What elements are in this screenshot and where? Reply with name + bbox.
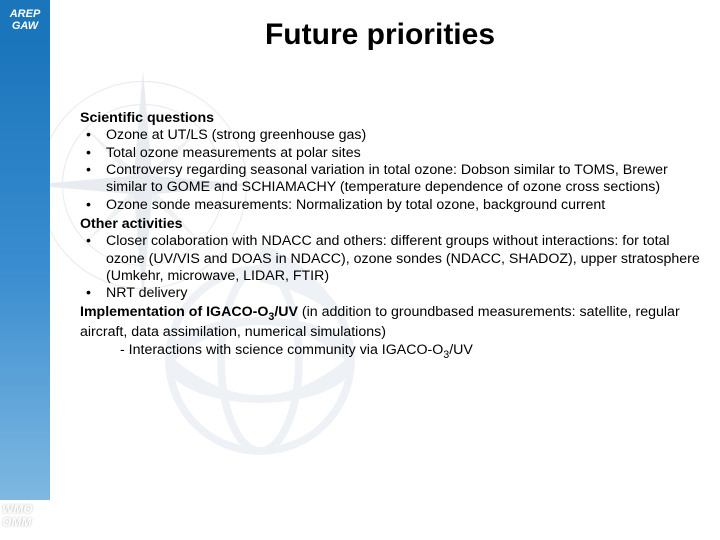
list-item-text: Ozone at UT/LS (strong greenhouse gas) [106,127,700,144]
bullet-icon: • [80,127,106,144]
heading-other: Other activities [80,216,700,233]
bullet-icon: • [80,285,106,302]
sidebar-gradient-band [0,40,50,500]
impl-line2-post: /UV [449,342,473,358]
page-title: Future priorities [80,18,680,52]
impl-subline: - Interactions with science community vi… [120,342,700,362]
heading-implementation: Implementation of IGACO-O3/UV (in additi… [80,304,700,341]
sidebar: AREP GAW WMO OMM [0,0,50,540]
list-item-text: Controversy regarding seasonal variation… [106,162,700,197]
list-item: •Ozone sonde measurements: Normalization… [80,197,700,214]
impl-heading-pre: Implementation of IGACO-O [80,304,268,320]
impl-heading-post: /UV [274,304,302,320]
wmo-omm-label: WMO OMM [2,503,33,529]
list-item: •Controversy regarding seasonal variatio… [80,162,700,197]
bullet-icon: • [80,197,106,214]
list-item: •Total ozone measurements at polar sites [80,145,700,162]
bullet-icon: • [80,145,106,162]
list-item-text: NRT delivery [106,285,700,302]
bullet-icon: • [80,162,106,197]
bullet-icon: • [80,233,106,285]
slide-root: AREP GAW WMO OMM Future priorities Scien… [0,0,720,540]
list-item-text: Ozone sonde measurements: Normalization … [106,197,700,214]
sidebar-badge: AREP GAW [0,0,50,40]
other-list: •Closer colaboration with NDACC and othe… [80,233,700,302]
list-item: •Ozone at UT/LS (strong greenhouse gas) [80,127,700,144]
omm-text: OMM [2,516,33,529]
sidebar-line1: AREP [10,8,41,20]
content-body: Scientific questions •Ozone at UT/LS (st… [80,108,700,361]
list-item-text: Closer colaboration with NDACC and other… [106,233,700,285]
list-item: •NRT delivery [80,285,700,302]
impl-line2-pre: - Interactions with science community vi… [120,342,443,358]
list-item-text: Total ozone measurements at polar sites [106,145,700,162]
sidebar-line2: GAW [12,20,38,32]
heading-scientific: Scientific questions [80,110,700,127]
list-item: •Closer colaboration with NDACC and othe… [80,233,700,285]
scientific-list: •Ozone at UT/LS (strong greenhouse gas) … [80,127,700,214]
